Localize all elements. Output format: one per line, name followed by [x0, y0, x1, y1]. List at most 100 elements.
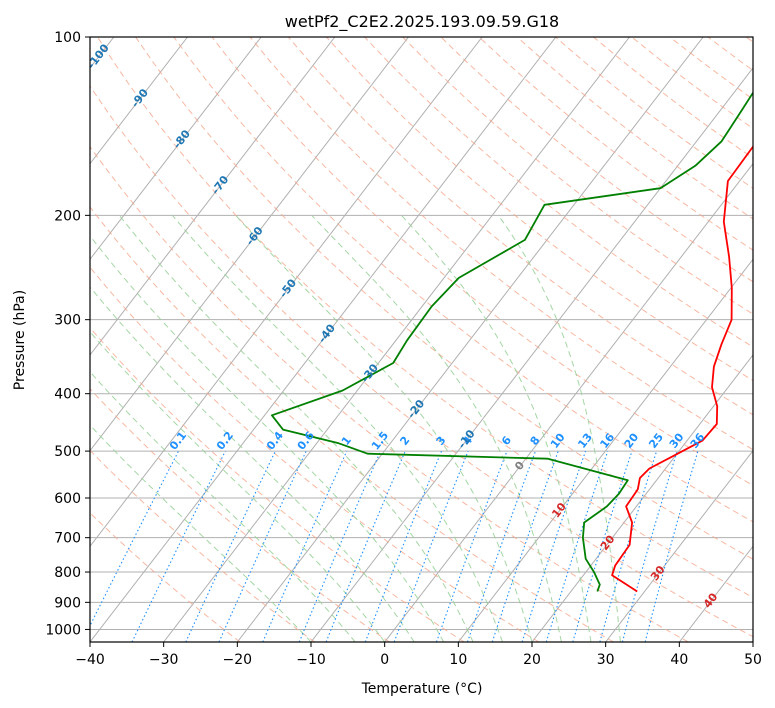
isotherm-line	[90, 37, 483, 548]
mixing-ratio-line	[298, 450, 382, 642]
mixing-ratio-label: 8	[528, 434, 543, 448]
moist-adiabat-line	[235, 214, 533, 642]
isotherm-line	[457, 258, 753, 642]
isotherm-label: 10	[549, 500, 569, 520]
isotherm-label: 40	[701, 590, 721, 610]
isotherm-label: -70	[209, 173, 232, 197]
x-tick-label: 50	[744, 652, 762, 668]
dry-adiabat-line	[402, 37, 753, 315]
dry-adiabat-line	[90, 512, 241, 642]
y-axis-label: Pressure (hPa)	[12, 290, 28, 390]
isotherm-line	[90, 37, 262, 261]
profile-series	[271, 91, 753, 593]
dry-adiabat-line	[707, 37, 753, 71]
moist-adiabat-line	[90, 330, 386, 642]
x-tick-label: −10	[296, 652, 326, 668]
mixing-ratio-label: 0.2	[214, 429, 236, 452]
dry-adiabat-line	[173, 37, 753, 523]
mixing-ratio-label: 13	[575, 431, 595, 451]
background-grid	[90, 37, 753, 642]
x-tick-label: 40	[670, 652, 688, 668]
isotherm-line	[90, 37, 336, 356]
mixing-ratio-line	[644, 450, 699, 642]
dry-adiabat-line	[97, 37, 753, 599]
dry-adiabat-line	[90, 388, 390, 642]
isotherm-line	[310, 67, 753, 642]
y-tick-label: 1000	[45, 622, 81, 638]
x-tick-label: −20	[223, 652, 253, 668]
mixing-ratio-line	[435, 450, 508, 642]
isotherm-label: 30	[648, 563, 668, 583]
dry-adiabat-line	[440, 37, 753, 283]
y-tick-label: 700	[54, 531, 81, 547]
plot-frame	[89, 36, 754, 643]
x-tick-label: 20	[523, 652, 541, 668]
moist-adiabat-line	[90, 424, 312, 642]
dry-adiabat-line	[90, 266, 540, 642]
moist-adiabat-line	[90, 286, 415, 642]
isotherm-line	[163, 37, 630, 642]
mixing-ratio-label: 6	[499, 434, 514, 448]
dry-adiabat-line	[211, 37, 753, 486]
y-axis: 100 200 300 400 500 600 700 800 900 1000	[45, 30, 90, 638]
dry-adiabat-line	[516, 37, 753, 220]
dry-adiabat-line	[135, 37, 753, 560]
dry-adiabat-line	[287, 37, 753, 416]
x-tick-label: 10	[449, 652, 467, 668]
isotherm-line	[531, 354, 753, 642]
dry-adiabat-line	[669, 37, 753, 100]
y-tick-label: 200	[54, 208, 81, 224]
dry-adiabat-line	[90, 327, 465, 642]
moist-adiabat-line	[172, 214, 503, 642]
mixing-ratio-label: 25	[646, 431, 666, 451]
isotherm-line	[90, 37, 557, 642]
isotherm-label: -10	[455, 427, 478, 451]
isotherm-line	[678, 545, 753, 642]
moist-adiabat-line	[401, 214, 592, 642]
moist-adiabat-line	[119, 214, 474, 642]
mixing-ratio-line	[262, 450, 348, 642]
isotherm-label: -90	[129, 86, 152, 110]
x-tick-label: −30	[149, 652, 179, 668]
x-axis-label: Temperature (°C)	[361, 681, 483, 697]
y-tick-label: 500	[54, 444, 81, 460]
y-tick-label: 300	[54, 313, 81, 329]
x-tick-label: −40	[75, 652, 105, 668]
y-tick-label: 100	[54, 30, 81, 46]
mixing-ratio-line	[131, 450, 226, 642]
isotherm-line	[605, 449, 753, 642]
mixing-ratio-label: 1.5	[369, 429, 391, 452]
mixing-ratio-label: 20	[622, 430, 642, 450]
dry-adiabat-line	[326, 37, 753, 382]
y-tick-label: 800	[54, 565, 81, 581]
temperature-profile-line	[611, 145, 753, 593]
mixing-ratio-line	[364, 450, 443, 642]
mixing-ratio-line	[572, 450, 633, 642]
dry-adiabat-line	[90, 145, 689, 642]
mixing-ratio-line	[599, 450, 658, 642]
dry-adiabat-line	[364, 37, 753, 348]
mixing-ratio-label: 30	[667, 430, 687, 450]
dry-adiabat-line	[90, 206, 614, 642]
mixing-ratio-line	[90, 450, 179, 627]
dry-adiabat-line	[249, 37, 753, 451]
y-tick-label: 400	[54, 387, 81, 403]
isotherm-label: -50	[277, 276, 300, 300]
moist-adiabat-line	[90, 371, 356, 642]
mixing-ratio-label: 1	[339, 434, 354, 448]
isotherm-label: 0	[512, 459, 527, 473]
mixing-ratio-line	[545, 450, 609, 642]
x-tick-label: 30	[597, 652, 615, 668]
mixing-ratio-line	[218, 450, 307, 642]
dry-adiabat-line	[745, 37, 753, 43]
mixing-ratio-label: 0.1	[167, 429, 189, 452]
dry-adiabat-line	[90, 85, 753, 638]
mixing-ratio-line	[466, 450, 537, 642]
mixing-ratio-label: 0.4	[264, 429, 286, 453]
y-tick-label: 600	[54, 491, 81, 507]
mixing-ratio-line	[521, 450, 587, 642]
mixing-ratio-line	[393, 450, 469, 642]
isotherm-line	[384, 162, 753, 642]
isotherm-line	[90, 37, 188, 165]
